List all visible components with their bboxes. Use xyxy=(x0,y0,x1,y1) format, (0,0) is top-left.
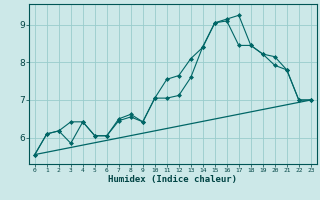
X-axis label: Humidex (Indice chaleur): Humidex (Indice chaleur) xyxy=(108,175,237,184)
